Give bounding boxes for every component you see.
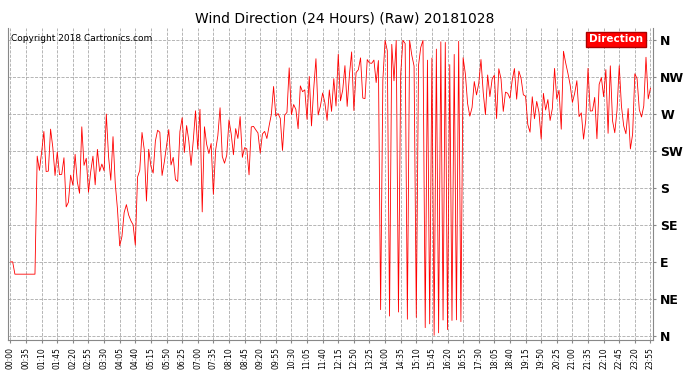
Text: Direction: Direction [589, 34, 643, 44]
Text: Wind Direction (24 Hours) (Raw) 20181028: Wind Direction (24 Hours) (Raw) 20181028 [195, 11, 495, 25]
Text: Copyright 2018 Cartronics.com: Copyright 2018 Cartronics.com [12, 34, 152, 43]
